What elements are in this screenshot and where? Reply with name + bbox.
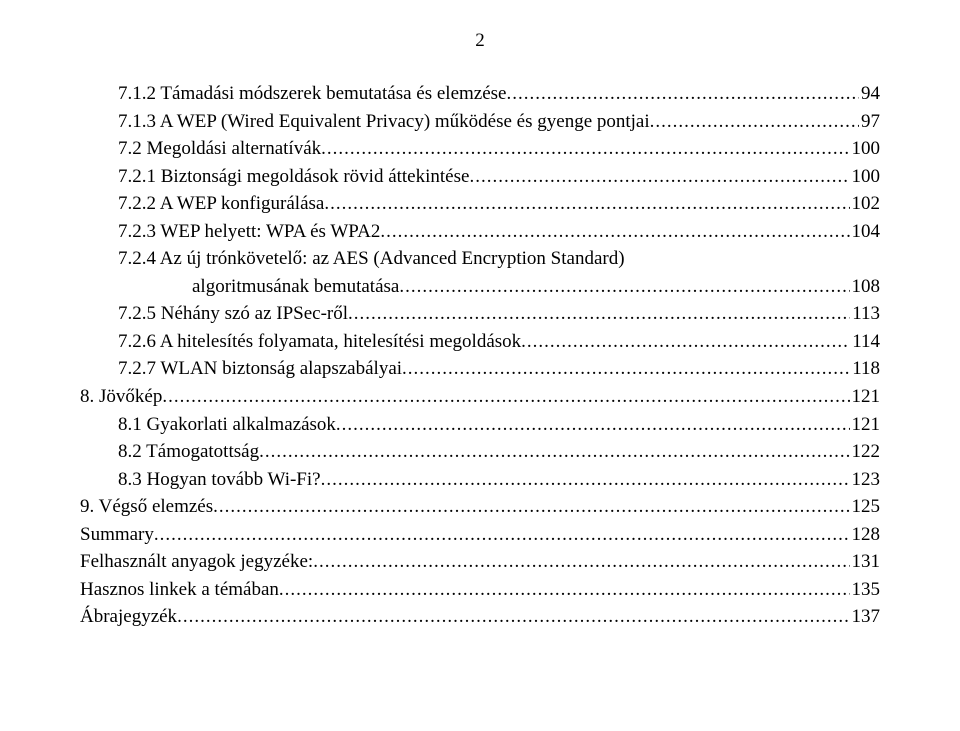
toc-entry-page: 94: [859, 80, 880, 108]
toc-entry: 7.2.3 WEP helyett: WPA és WPA2 104: [80, 218, 880, 246]
toc-entry-page: 108: [850, 273, 881, 301]
toc-entry-page: 137: [850, 603, 881, 631]
toc-entry-label: 8.1 Gyakorlati alkalmazások: [118, 411, 336, 439]
toc-leader-dots: [213, 493, 849, 521]
toc-entry: 7.2.5 Néhány szó az IPSec-ről 113: [80, 300, 880, 328]
toc-entry-page: 97: [859, 108, 880, 136]
toc-entry-label: 9. Végső elemzés: [80, 493, 213, 521]
toc-entry-page: 100: [850, 163, 881, 191]
toc-leader-dots: [321, 135, 849, 163]
toc-entry-label: Ábrajegyzék: [80, 603, 177, 631]
toc-entry: 7.2.7 WLAN biztonság alapszabályai 118: [80, 355, 880, 383]
toc-entry: Felhasznált anyagok jegyzéke: 131: [80, 548, 880, 576]
toc-entry: algoritmusának bemutatása 108: [80, 273, 880, 301]
toc-entry-label: Summary: [80, 521, 154, 549]
toc-leader-dots: [313, 548, 849, 576]
toc-entry: Hasznos linkek a témában 135: [80, 576, 880, 604]
toc-entry: 7.2.2 A WEP konfigurálása 102: [80, 190, 880, 218]
toc-leader-dots: [399, 273, 849, 301]
toc-entry-label: 7.2.7 WLAN biztonság alapszabályai: [118, 355, 402, 383]
toc-leader-dots: [348, 300, 850, 328]
toc-entry-page: 128: [850, 521, 881, 549]
toc-leader-dots: [154, 521, 850, 549]
toc-leader-dots: [279, 576, 850, 604]
toc-entry-label: 7.1.2 Támadási módszerek bemutatása és e…: [118, 80, 506, 108]
toc-entry: 8.1 Gyakorlati alkalmazások 121: [80, 411, 880, 439]
toc-entry-label: 8.2 Támogatottság: [118, 438, 259, 466]
toc-entry-label: Hasznos linkek a témában: [80, 576, 279, 604]
toc-entry-page: 102: [850, 190, 881, 218]
toc-leader-dots: [321, 466, 850, 494]
toc-entry-label: Felhasznált anyagok jegyzéke:: [80, 548, 313, 576]
toc-entry-label: 7.2.4 Az új trónkövetelő: az AES (Advanc…: [118, 245, 625, 273]
toc-entry-label: 7.2.5 Néhány szó az IPSec-ről: [118, 300, 348, 328]
toc-entry-page: 125: [850, 493, 881, 521]
toc-entry-page: 123: [850, 466, 881, 494]
toc-leader-dots: [469, 163, 849, 191]
toc-entry-page: 121: [850, 411, 881, 439]
toc-leader-dots: [259, 438, 849, 466]
page-number: 2: [80, 30, 880, 52]
toc-entry-page: 135: [850, 576, 881, 604]
toc-entry-label: 7.2.3 WEP helyett: WPA és WPA2: [118, 218, 380, 246]
toc-entry-label: 7.2.1 Biztonsági megoldások rövid átteki…: [118, 163, 469, 191]
toc-entry: 7.2.4 Az új trónkövetelő: az AES (Advanc…: [80, 245, 880, 273]
toc-entry: 9. Végső elemzés 125: [80, 493, 880, 521]
toc-entry-label: 8. Jövőkép: [80, 383, 162, 411]
toc-entry: Ábrajegyzék 137: [80, 603, 880, 631]
toc-entry-label: 7.2 Megoldási alternatívák: [118, 135, 321, 163]
toc-entry-label: 7.2.2 A WEP konfigurálása: [118, 190, 324, 218]
toc-leader-dots: [177, 603, 849, 631]
toc-entry-page: 118: [850, 355, 880, 383]
toc-leader-dots: [162, 383, 849, 411]
toc-entry-label: 8.3 Hogyan tovább Wi-Fi?: [118, 466, 321, 494]
table-of-contents: 7.1.2 Támadási módszerek bemutatása és e…: [80, 80, 880, 631]
toc-entry-page: 104: [850, 218, 881, 246]
toc-entry-label: algoritmusának bemutatása: [192, 273, 399, 301]
toc-leader-dots: [402, 355, 850, 383]
toc-entry: Summary 128: [80, 521, 880, 549]
toc-entry-page: 121: [850, 383, 881, 411]
toc-leader-dots: [521, 328, 850, 356]
toc-entry: 7.1.3 A WEP (Wired Equivalent Privacy) m…: [80, 108, 880, 136]
toc-entry: 7.2.1 Biztonsági megoldások rövid átteki…: [80, 163, 880, 191]
toc-leader-dots: [650, 108, 859, 136]
toc-leader-dots: [380, 218, 849, 246]
toc-leader-dots: [336, 411, 850, 439]
toc-entry: 7.2.6 A hitelesítés folyamata, hitelesít…: [80, 328, 880, 356]
toc-entry-page: 114: [850, 328, 880, 356]
toc-entry: 8.3 Hogyan tovább Wi-Fi? 123: [80, 466, 880, 494]
toc-entry: 8.2 Támogatottság 122: [80, 438, 880, 466]
toc-entry-page: 131: [850, 548, 881, 576]
toc-entry-label: 7.1.3 A WEP (Wired Equivalent Privacy) m…: [118, 108, 650, 136]
toc-leader-dots: [506, 80, 859, 108]
toc-entry-page: 113: [850, 300, 880, 328]
toc-entry-page: 100: [850, 135, 881, 163]
toc-entry-label: 7.2.6 A hitelesítés folyamata, hitelesít…: [118, 328, 521, 356]
toc-entry: 7.1.2 Támadási módszerek bemutatása és e…: [80, 80, 880, 108]
toc-entry: 7.2 Megoldási alternatívák 100: [80, 135, 880, 163]
document-page: 2 7.1.2 Támadási módszerek bemutatása és…: [0, 0, 960, 671]
toc-entry: 8. Jövőkép 121: [80, 383, 880, 411]
toc-leader-dots: [324, 190, 849, 218]
toc-entry-page: 122: [850, 438, 881, 466]
